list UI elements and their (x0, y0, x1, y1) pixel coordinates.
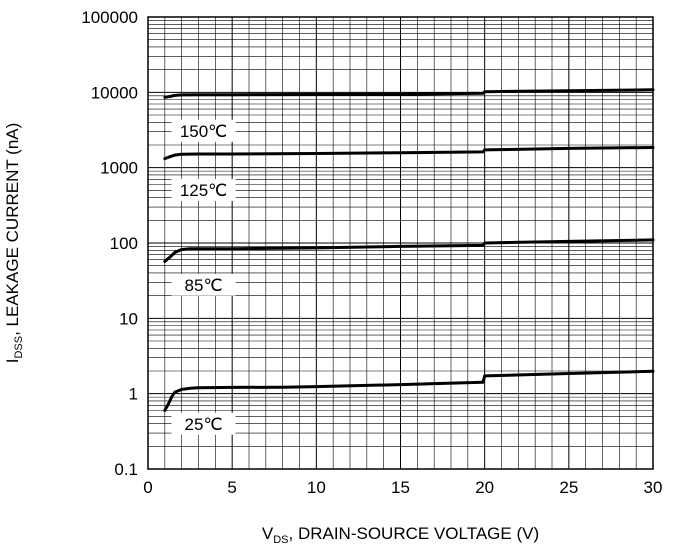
y-axis-label-sub: DSS (13, 336, 25, 359)
y-axis-label-rest: , LEAKAGE CURRENT (nA) (3, 123, 22, 336)
series-label: 125℃ (180, 181, 227, 200)
y-tick-label: 0.1 (114, 460, 138, 479)
y-axis-label: IDSS, LEAKAGE CURRENT (nA) (3, 123, 25, 364)
series-line (163, 238, 655, 263)
y-axis-label-main: I (3, 359, 22, 364)
y-tick-label: 1 (129, 385, 138, 404)
series-line (163, 146, 655, 161)
x-tick-label: 10 (307, 478, 326, 497)
x-tick-label: 20 (475, 478, 494, 497)
x-axis-label-sub: DS (273, 534, 288, 546)
x-tick-label: 30 (644, 478, 663, 497)
y-tick-label: 10 (119, 309, 138, 328)
series-line (163, 369, 655, 412)
x-tick-label: 15 (391, 478, 410, 497)
plot-area-frame (147, 16, 654, 470)
series-label-bg (171, 179, 236, 202)
series-label-bg (171, 412, 236, 435)
x-axis-label: VDS, DRAIN-SOURCE VOLTAGE (V) (262, 524, 539, 546)
y-tick-label: 10000 (91, 83, 138, 102)
series-lines (163, 88, 655, 412)
y-tick-label: 100000 (81, 8, 138, 27)
x-tick-label: 5 (227, 478, 236, 497)
series-labels: 150℃ 125℃ 85℃ 25℃ (171, 119, 236, 435)
series-label: 25℃ (185, 415, 223, 434)
x-axis-label-main: V (262, 524, 274, 543)
series-label-bg (171, 273, 236, 296)
series-line (163, 88, 655, 99)
x-axis-label-rest: , DRAIN-SOURCE VOLTAGE (V) (289, 524, 540, 543)
x-tick-label: 0 (143, 478, 152, 497)
series-label-bg (171, 119, 236, 142)
series-label: 150℃ (180, 122, 227, 141)
y-tick-label: 1000 (100, 159, 138, 178)
x-tick-label: 25 (559, 478, 578, 497)
y-axis-ticks: 0.1 1 10 100 1000 10000 100000 (81, 8, 138, 479)
series-label: 85℃ (185, 276, 223, 295)
y-tick-label: 100 (110, 234, 138, 253)
x-axis-ticks: 0 5 10 15 20 25 30 (143, 478, 662, 497)
